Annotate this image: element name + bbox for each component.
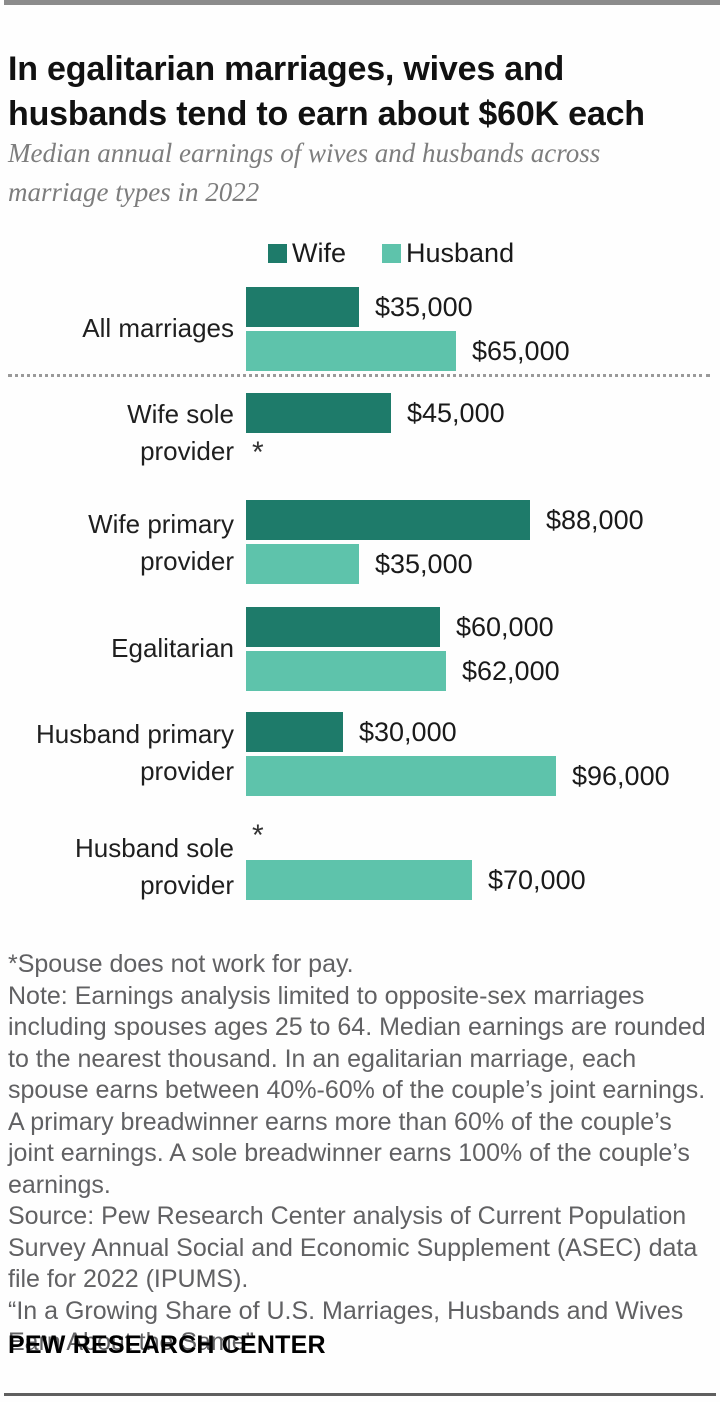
value-label: $30,000 [359,716,457,747]
source-text: Source: Pew Research Center analysis of … [8,1202,698,1293]
legend-label-husband: Husband [406,238,515,268]
bar-row: $65,000 [246,331,570,371]
category-label-line: provider [140,546,234,576]
legend-label-wife: Wife [292,238,346,268]
legend-entry-husband: Husband [382,238,514,269]
category-label-wife-primary-provider: Wife primary provider [0,506,234,580]
category-label-line: provider [140,756,234,786]
wife-swatch-icon [268,244,287,263]
wife-bar [246,712,343,752]
note-text: Note: Earnings analysis limited to oppos… [8,981,706,1199]
value-label: $45,000 [407,397,505,428]
category-label-egalitarian: Egalitarian [0,630,234,667]
dotted-divider [8,374,710,377]
chart-title: In egalitarian marriages, wives and husb… [8,49,645,133]
value-label: $35,000 [375,548,473,579]
bar-row: $96,000 [246,756,670,796]
husband-bar [246,860,472,900]
category-label-all-marriages: All marriages [0,310,234,347]
husband-bar [246,544,359,584]
wife-bar [246,607,440,647]
category-label-line: Wife primary [88,509,234,539]
bar-row: $70,000 [246,860,586,900]
category-label-line: Husband sole [75,833,234,863]
footnote-text: *Spouse does not work for pay. [8,950,354,978]
bar-row: $35,000 [246,287,473,327]
citation-text: “In a Growing Share of U.S. Marriages, H… [8,1296,684,1357]
bar-row: $45,000 [246,393,505,433]
no-earnings-asterisk: * [252,436,264,469]
value-label: $70,000 [488,864,586,895]
value-label: $88,000 [546,504,644,535]
category-label-line: All marriages [82,313,234,343]
bar-row: $88,000 [246,500,644,540]
bar-row: $30,000 [246,712,457,752]
legend-entry-wife: Wife [268,238,346,269]
husband-bar [246,756,556,796]
category-label-line: Husband primary [36,719,234,749]
top-rule [4,0,720,5]
wife-bar [246,287,359,327]
bar-row: $60,000 [246,607,554,647]
pew-research-center-wordmark: PEW RESEARCH CENTER [8,1331,326,1359]
value-label: $65,000 [472,335,570,366]
legend: Wife Husband [268,238,514,269]
value-label: $60,000 [456,611,554,642]
husband-swatch-icon [382,244,401,263]
bar-row: $35,000 [246,544,473,584]
husband-bar [246,651,446,691]
category-label-wife-sole-provider: Wife sole provider [0,396,234,470]
husband-bar [246,331,456,371]
category-label-husband-sole-provider: Husband sole provider [0,830,234,904]
category-label-husband-primary-provider: Husband primary provider [0,716,234,790]
category-label-line: Egalitarian [111,633,234,663]
wife-bar [246,393,391,433]
category-label-line: Wife sole [127,399,234,429]
bar-row: $62,000 [246,651,560,691]
notes-block: *Spouse does not work for pay. Note: Ear… [8,949,708,1359]
category-label-line: provider [140,436,234,466]
category-label-line: provider [140,870,234,900]
no-earnings-asterisk: * [252,819,264,852]
wife-bar [246,500,530,540]
bottom-rule [4,1393,716,1396]
value-label: $35,000 [375,291,473,322]
chart-subtitle: Median annual earnings of wives and husb… [8,138,601,207]
value-label: $96,000 [572,760,670,791]
value-label: $62,000 [462,655,560,686]
